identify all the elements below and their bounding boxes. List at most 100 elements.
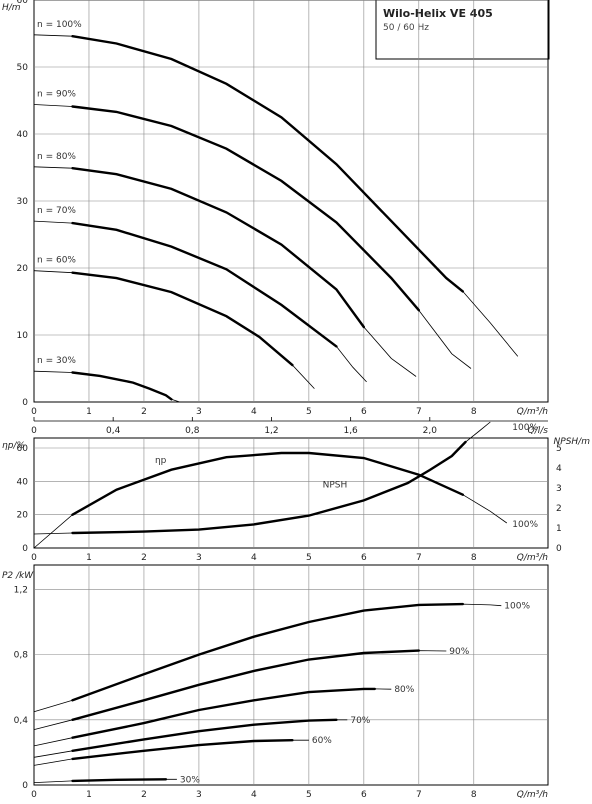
head-curve-3-thin (33, 220, 367, 383)
x-axis-title-head: Q/m³/h (517, 407, 549, 417)
y-tick-label: 10 (17, 331, 29, 341)
head-curve-label: n = 100% (37, 20, 82, 30)
head-curve-2-thin (33, 166, 417, 377)
plot-frame-1 (33, 437, 549, 549)
power-curve-label: 100% (504, 602, 530, 612)
head-curve-2-thick (71, 167, 365, 329)
title-box-subtitle: 50 / 60 Hz (383, 23, 429, 33)
head-curve-label: n = 90% (37, 90, 76, 100)
y-right-tick-label: 3 (556, 484, 562, 494)
npsh-curve-label: NPSH (323, 480, 348, 490)
npsh-curve-thin (33, 421, 491, 535)
power-curve-label: 70% (350, 716, 370, 726)
power-curve-0-thick (71, 602, 464, 702)
eta-100-label: 100% (512, 520, 538, 530)
power-curve-label: 60% (312, 736, 332, 746)
y-axis-title-power: P2 /kW (2, 571, 34, 581)
y-tick-label: 0 (22, 544, 28, 554)
y-tick-label: 60 (17, 0, 29, 6)
x-tick-label: 8 (471, 553, 477, 563)
x-tick-label: 7 (416, 407, 422, 417)
x-tick-label: 3 (196, 553, 202, 563)
power-curve-1-thick (71, 649, 420, 721)
x-tick-label: 5 (306, 407, 312, 417)
x-tick-label: 2 (141, 407, 147, 417)
power-curve-label: 80% (394, 685, 414, 695)
x-tick-label: 8 (471, 407, 477, 417)
y-right-tick-label: 0 (556, 544, 562, 554)
x-tick-label: 7 (416, 553, 422, 563)
x2-tick-label: 2,0 (423, 426, 438, 436)
y-right-tick-label: 5 (556, 444, 562, 454)
power-curve-3-thin (33, 719, 348, 758)
x-tick-label: 1 (86, 790, 92, 800)
power-curve-5-thick (71, 778, 168, 783)
head-curve-label: n = 30% (37, 356, 76, 366)
power-curve-1-thin (33, 650, 447, 730)
y-tick-label: 30 (17, 197, 29, 207)
x-tick-label: 3 (196, 407, 202, 417)
y-tick-label: 40 (17, 130, 29, 140)
head-curve-0-thick (71, 35, 464, 293)
x-tick-label: 4 (251, 553, 257, 563)
x-axis-title-eff: Q/m³/h (517, 553, 549, 563)
x-tick-label: 5 (306, 553, 312, 563)
y-tick-label: 20 (17, 511, 29, 521)
x2-tick-label: 1,6 (343, 426, 358, 436)
head-curve-4-thick (71, 271, 294, 367)
y-tick-label: 60 (17, 444, 29, 454)
y-right-tick-label: 1 (556, 524, 562, 534)
y-right-axis-title: NPSH/m (554, 437, 591, 447)
head-curve-label: n = 70% (37, 206, 76, 216)
eta-curve-label: ηp (155, 456, 167, 466)
y-tick-label: 50 (17, 63, 29, 73)
power-curve-label: 30% (180, 775, 200, 785)
x-tick-label: 0 (31, 553, 37, 563)
npsh-curve-thick (71, 440, 467, 535)
y-tick-label: 0,4 (14, 716, 29, 726)
power-curve-3-thick (71, 718, 338, 752)
title-box-title: Wilo-Helix VE 405 (383, 7, 493, 20)
x-axis-title-power: Q/m³/h (517, 790, 549, 800)
x-tick-label: 6 (361, 790, 367, 800)
x2-axis-title: Q/l/s (528, 426, 549, 436)
head-curve-label: n = 80% (37, 152, 76, 162)
head-curve-5-thick (71, 371, 173, 401)
power-curve-4-thin (33, 739, 309, 766)
y-right-tick-label: 4 (556, 464, 562, 474)
x-tick-label: 4 (251, 407, 257, 417)
power-curve-0-thin (33, 603, 502, 713)
head-curve-label: n = 60% (37, 256, 76, 266)
head-curve-1-thick (71, 105, 420, 312)
x2-tick-label: 0,8 (185, 426, 200, 436)
power-curve-2-thin (33, 688, 392, 747)
eta-curve-thick (71, 451, 464, 516)
y-tick-label: 1,2 (14, 585, 28, 595)
x-tick-label: 6 (361, 407, 367, 417)
x-tick-label: 5 (306, 790, 312, 800)
title-box (375, 0, 550, 60)
x-tick-label: 4 (251, 790, 257, 800)
plot-frame-2 (33, 564, 549, 786)
x-tick-label: 0 (31, 790, 37, 800)
head-curve-3-thick (71, 221, 338, 348)
y-tick-label: 0 (22, 781, 28, 791)
y-axis-title-head: H/m (2, 3, 21, 13)
y-tick-label: 0 (22, 398, 28, 408)
x-tick-label: 7 (416, 790, 422, 800)
power-curve-label: 90% (449, 647, 469, 657)
y-right-tick-label: 2 (556, 504, 562, 514)
head-curve-5-thin (33, 370, 180, 403)
x-tick-label: 6 (361, 553, 367, 563)
x-tick-label: 8 (471, 790, 477, 800)
x2-tick-label: 0 (31, 426, 37, 436)
y-tick-label: 40 (17, 477, 29, 487)
x-tick-label: 3 (196, 790, 202, 800)
x-tick-label: 2 (141, 790, 147, 800)
power-curve-4-thick (71, 739, 294, 761)
x-tick-label: 0 (31, 407, 37, 417)
x-tick-label: 1 (86, 553, 92, 563)
head-curve-0-thin (33, 34, 519, 357)
x-tick-label: 1 (86, 407, 92, 417)
